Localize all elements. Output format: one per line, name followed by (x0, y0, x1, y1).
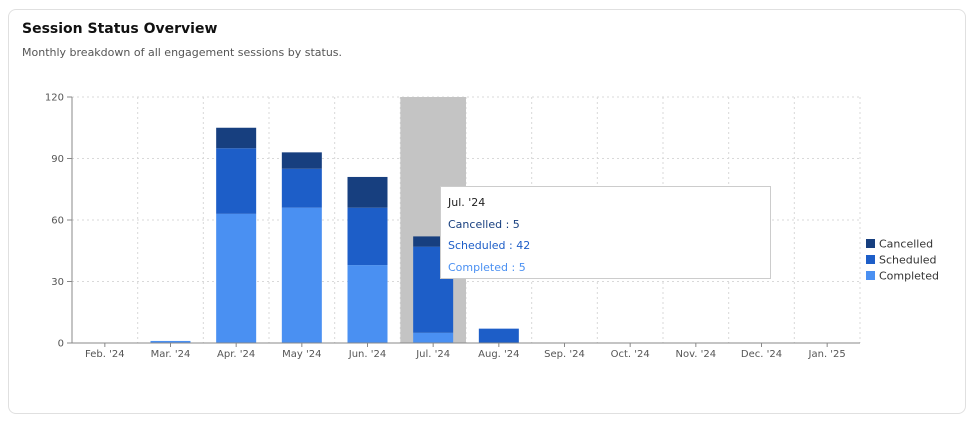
x-tick-label-jul-24: Jul. '24 (415, 349, 450, 360)
legend-label-cancelled[interactable]: Cancelled (879, 238, 933, 251)
bar-completed-apr-24[interactable] (216, 213, 257, 343)
bar-completed-jul-24[interactable] (413, 332, 454, 343)
y-tick-label-0: 0 (58, 339, 64, 350)
y-tick-labels: 0 30 60 90 120 (45, 93, 72, 350)
bar-scheduled-may-24[interactable] (281, 168, 322, 208)
x-tick-label-jun-24: Jun. '24 (348, 349, 386, 360)
y-tick-label-30: 30 (51, 277, 64, 288)
bar-completed-may-24[interactable] (281, 207, 322, 343)
y-tick-label-120: 120 (45, 93, 64, 104)
bars (150, 127, 519, 343)
y-tick-label-60: 60 (51, 216, 64, 227)
legend: Cancelled Scheduled Completed (866, 238, 939, 283)
bar-cancelled-may-24[interactable] (281, 152, 322, 169)
x-tick-label-aug-24: Aug. '24 (478, 349, 519, 360)
chart-tooltip: Jul. '24 Cancelled : 5 Scheduled : 42 Co… (440, 186, 771, 279)
bar-scheduled-aug-24[interactable] (478, 328, 519, 343)
x-tick-label-sep-24: Sep. '24 (544, 349, 585, 360)
x-tick-label-nov-24: Nov. '24 (676, 349, 717, 360)
x-tick-label-mar-24: Mar. '24 (151, 349, 191, 360)
x-tick-label-feb-24: Feb. '24 (85, 349, 125, 360)
x-tick-label-oct-24: Oct. '24 (611, 349, 650, 360)
x-tick-label-may-24: May '24 (282, 349, 321, 360)
chart-subtitle: Monthly breakdown of all engagement sess… (22, 46, 343, 59)
bar-scheduled-jun-24[interactable] (347, 207, 388, 266)
x-tick-label-dec-24: Dec. '24 (741, 349, 782, 360)
x-tick-label-jan-25: Jan. '25 (808, 349, 846, 360)
legend-swatch-completed (866, 271, 875, 280)
tooltip-line-scheduled: Scheduled : 42 (448, 239, 531, 252)
y-tick-label-90: 90 (51, 154, 64, 165)
bar-cancelled-jul-24[interactable] (413, 236, 454, 247)
bar-completed-mar-24[interactable] (150, 340, 191, 343)
bar-completed-jun-24[interactable] (347, 265, 388, 343)
legend-swatch-cancelled (866, 239, 875, 248)
legend-label-completed[interactable]: Completed (879, 270, 939, 283)
tooltip-title: Jul. '24 (448, 196, 486, 209)
legend-swatch-scheduled (866, 255, 875, 264)
bar-scheduled-apr-24[interactable] (216, 148, 257, 214)
bar-cancelled-jun-24[interactable] (347, 176, 388, 208)
legend-label-scheduled[interactable]: Scheduled (879, 254, 937, 267)
tooltip-line-completed: Completed : 5 (448, 260, 526, 274)
x-tick-labels: Feb. '24 Mar. '24 Apr. '24 May '24 Jun. '24 J… (85, 343, 846, 360)
x-tick-label-apr-24: Apr. '24 (217, 349, 255, 360)
tooltip-line-cancelled: Cancelled : 5 (448, 217, 520, 231)
chart-title: Session Status Overview (22, 21, 218, 37)
bar-cancelled-apr-24[interactable] (216, 127, 257, 149)
